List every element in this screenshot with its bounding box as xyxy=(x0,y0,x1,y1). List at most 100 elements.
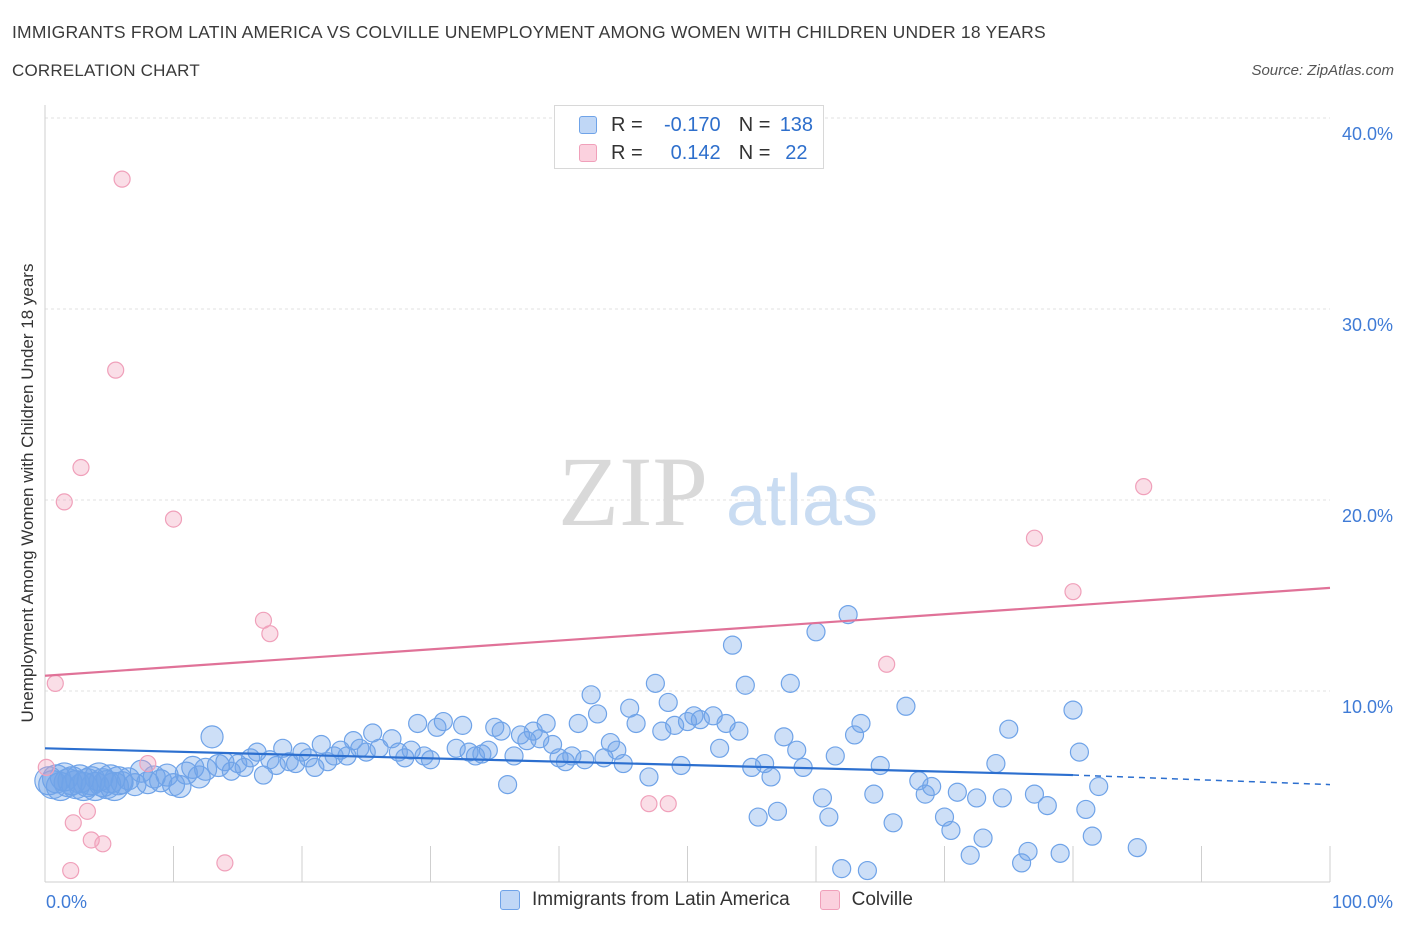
data-point-latin-america xyxy=(600,732,621,753)
data-point-latin-america xyxy=(1018,841,1038,862)
data-point-latin-america xyxy=(266,755,286,776)
data-point-latin-america xyxy=(1037,795,1057,816)
data-point-colville xyxy=(72,458,90,477)
legend-r-label: R = xyxy=(611,141,643,164)
y-axis-label: Unemployment Among Women with Children U… xyxy=(18,264,37,723)
data-point-latin-america xyxy=(883,813,903,833)
data-point-latin-america xyxy=(986,753,1006,774)
data-point-latin-america xyxy=(311,734,331,755)
data-point-latin-america xyxy=(915,784,935,804)
data-point-latin-america xyxy=(1082,826,1102,846)
data-point-latin-america xyxy=(491,721,511,741)
data-point-colville xyxy=(78,802,97,820)
data-point-latin-america xyxy=(947,782,967,802)
data-point-latin-america xyxy=(735,675,755,695)
data-point-latin-america xyxy=(343,731,363,751)
axes xyxy=(44,105,1331,883)
chart-subtitle: CORRELATION CHART xyxy=(12,61,200,80)
legend-label-latin-america: Immigrants from Latin America xyxy=(532,889,790,910)
data-point-latin-america xyxy=(973,828,993,848)
legend-swatch-blue xyxy=(500,890,520,910)
data-point-colville xyxy=(164,510,183,528)
data-point-latin-america xyxy=(665,715,685,735)
y-tick-labels: 10.0% 20.0% 30.0% 40.0% xyxy=(1342,124,1393,717)
trend-lines xyxy=(44,586,1331,786)
correlation-legend: R = -0.170 N = 138 R = 0.142 N = 22 xyxy=(554,105,824,169)
data-point-latin-america xyxy=(1076,799,1096,820)
legend-swatch-blue xyxy=(579,116,597,134)
legend-n-value: 138 xyxy=(779,113,814,136)
data-point-latin-america xyxy=(200,725,224,749)
data-point-latin-america xyxy=(710,738,730,758)
data-point-latin-america xyxy=(129,759,153,783)
grid-lines xyxy=(45,117,1330,692)
legend-label-colville: Colville xyxy=(851,889,913,910)
data-point-latin-america xyxy=(478,740,498,760)
data-point-latin-america xyxy=(1127,838,1147,858)
watermark-atlas: atlas xyxy=(726,461,878,541)
data-point-latin-america xyxy=(194,757,218,781)
data-point-latin-america xyxy=(761,767,781,787)
watermark-zip: ZIP xyxy=(558,436,708,547)
data-point-latin-america xyxy=(967,788,987,808)
y-tick-label: 10.0% xyxy=(1342,697,1393,717)
data-point-latin-america xyxy=(806,622,826,642)
data-point-latin-america xyxy=(420,750,441,770)
data-point-colville xyxy=(1064,583,1082,601)
data-point-colville xyxy=(62,861,80,880)
data-point-colville xyxy=(1135,478,1153,496)
data-point-latin-america xyxy=(1011,853,1032,873)
legend-n-value: 22 xyxy=(785,141,808,164)
x-tick-label: 100.0% xyxy=(1332,892,1393,912)
data-point-latin-america xyxy=(562,746,582,766)
data-point-latin-america xyxy=(857,860,878,881)
data-point-latin-america xyxy=(1069,742,1090,762)
data-point-latin-america xyxy=(992,788,1012,808)
data-point-latin-america xyxy=(498,774,518,795)
data-point-latin-america xyxy=(658,692,678,713)
data-point-latin-america xyxy=(1063,700,1083,720)
legend-n-label: N = xyxy=(738,141,771,164)
data-point-latin-america xyxy=(187,765,211,789)
data-point-latin-america xyxy=(819,807,839,827)
data-point-latin-america xyxy=(1024,784,1045,804)
data-point-latin-america xyxy=(575,750,595,770)
data-point-latin-america xyxy=(581,685,601,705)
data-point-latin-america xyxy=(825,746,845,766)
trend-line-colville xyxy=(44,586,1331,677)
data-point-latin-america xyxy=(1089,776,1109,797)
legend-swatch-pink xyxy=(579,144,597,162)
chart-title: IMMIGRANTS FROM LATIN AMERICA VS COLVILL… xyxy=(12,22,1046,42)
data-point-latin-america xyxy=(774,727,794,747)
data-point-latin-america xyxy=(941,820,961,841)
data-point-latin-america xyxy=(504,746,524,766)
legend-row-latin-america: R = -0.170 N = 138 xyxy=(579,113,814,137)
data-point-latin-america xyxy=(812,788,833,808)
series-legend: Immigrants from Latin America Colville xyxy=(500,889,943,911)
data-point-latin-america xyxy=(896,696,916,716)
series-colville-points xyxy=(37,170,1153,880)
legend-swatch-pink xyxy=(819,890,840,910)
source-label: Source: ZipAtlas.com xyxy=(1251,62,1394,79)
data-point-latin-america xyxy=(870,755,890,776)
data-point-colville xyxy=(46,674,64,692)
data-point-colville xyxy=(139,754,157,773)
data-point-latin-america xyxy=(626,713,646,734)
legend-r-value: 0.142 xyxy=(670,141,721,164)
data-point-latin-america xyxy=(729,721,749,741)
data-point-colville xyxy=(640,795,658,813)
data-point-colville xyxy=(878,655,896,673)
data-point-colville xyxy=(113,170,131,188)
data-point-latin-america xyxy=(536,713,556,734)
legend-r-label: R = xyxy=(611,113,643,136)
y-tick-label: 30.0% xyxy=(1342,315,1393,335)
data-point-colville xyxy=(64,814,82,832)
data-point-latin-america xyxy=(838,604,858,625)
data-point-latin-america xyxy=(645,673,665,693)
trend-line-latin-america-extension xyxy=(1072,774,1331,786)
data-point-latin-america xyxy=(446,738,466,758)
legend-n-label: N = xyxy=(738,113,771,136)
data-point-latin-america xyxy=(453,715,473,735)
legend-row-colville: R = 0.142 N = 22 xyxy=(579,141,814,165)
legend-item-colville: Colville xyxy=(819,889,913,911)
